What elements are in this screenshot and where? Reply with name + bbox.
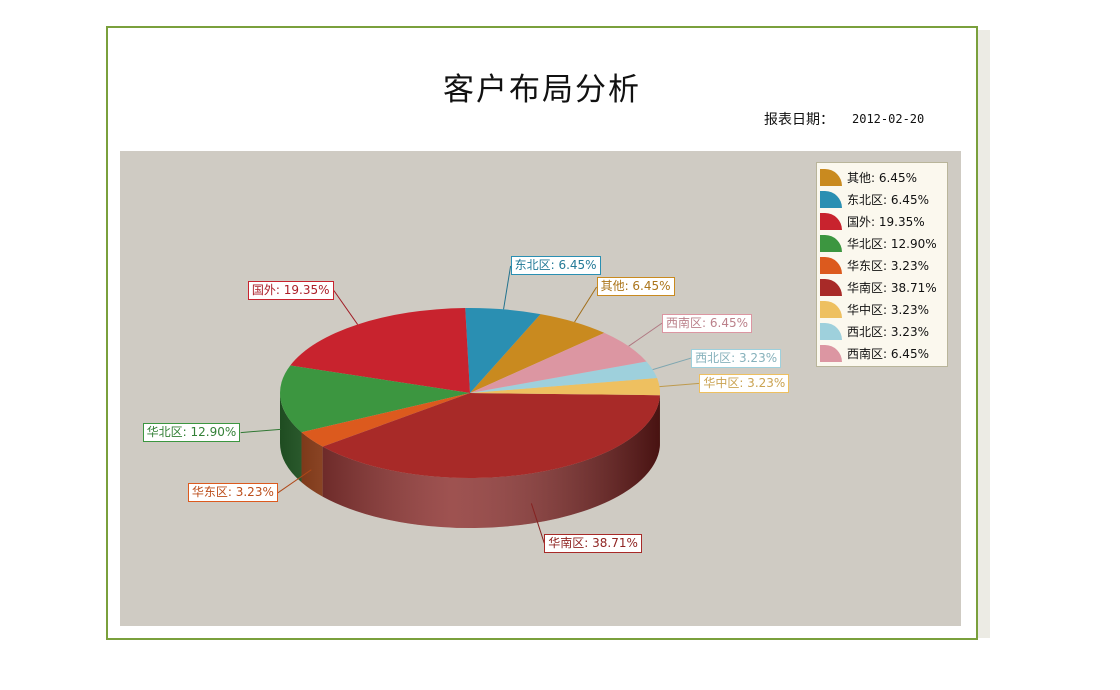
legend-item: 华东区: 3.23% — [820, 255, 929, 275]
legend-item: 华北区: 12.90% — [820, 233, 937, 253]
leader-line — [628, 322, 663, 347]
slice-label: 西北区: 3.23% — [691, 348, 782, 368]
leader-line — [503, 265, 512, 310]
slice-label: 华南区: 38.71% — [544, 533, 642, 553]
leader-line — [659, 382, 700, 388]
legend-item: 西南区: 6.45% — [820, 343, 929, 363]
legend-swatch — [820, 344, 842, 362]
legend-swatch — [820, 300, 842, 318]
pie-slice-西南区 — [470, 332, 647, 393]
legend-swatch — [820, 322, 842, 340]
legend-swatch — [820, 278, 842, 296]
legend-item: 东北区: 6.45% — [820, 189, 929, 209]
legend-swatch — [820, 256, 842, 274]
pie-slice-西北区 — [470, 361, 658, 393]
pie-slice-其他 — [470, 314, 605, 393]
leader-line — [277, 469, 312, 494]
legend-item: 国外: 19.35% — [820, 211, 925, 231]
slice-label: 国外: 19.35% — [247, 281, 334, 301]
report-shadow — [978, 30, 990, 638]
legend-swatch — [820, 190, 842, 208]
leader-line — [530, 503, 545, 544]
legend-item: 其他: 6.45% — [820, 167, 917, 187]
chart-area: 其他: 6.45% 东北区: 6.45% 国外: 19.35% 华北区: 12.90%… — [120, 151, 961, 626]
pie-slice-国外 — [290, 308, 470, 393]
legend-label: 西北区: 3.23% — [847, 324, 929, 339]
slice-label: 西南区: 6.45% — [662, 313, 753, 333]
legend-item: 西北区: 3.23% — [820, 321, 929, 341]
legend-label: 华东区: 3.23% — [847, 258, 929, 273]
legend-label: 华中区: 3.23% — [847, 302, 929, 317]
legend-label: 华北区: 12.90% — [847, 236, 937, 251]
legend-label: 其他: 6.45% — [847, 170, 917, 185]
pie-slice-华北区 — [280, 365, 470, 433]
pie-slice-华东区 — [301, 393, 470, 447]
slice-label: 华东区: 3.23% — [187, 483, 278, 503]
leader-line — [652, 357, 692, 371]
pie-wall-shading — [280, 393, 660, 529]
chart-legend: 其他: 6.45% 东北区: 6.45% 国外: 19.35% 华北区: 12.90%… — [816, 162, 948, 367]
report-title: 客户布局分析 — [443, 72, 641, 108]
legend-swatch — [820, 234, 842, 252]
legend-label: 西南区: 6.45% — [847, 346, 929, 361]
legend-label: 华南区: 38.71% — [847, 280, 937, 295]
pie-slice-东北区 — [465, 308, 541, 393]
leader-line — [333, 290, 359, 325]
leader-line — [574, 286, 598, 323]
pie-slice-华中区 — [470, 378, 660, 396]
slice-label: 其他: 6.45% — [596, 277, 675, 297]
report-frame: 客户布局分析 报表日期： 2012-02-20 其他: 6.45% 东北区: 6.… — [106, 26, 978, 640]
legend-swatch — [820, 168, 842, 186]
legend-label: 国外: 19.35% — [847, 214, 925, 229]
slice-label: 华中区: 3.23% — [699, 373, 790, 393]
slice-label: 华北区: 12.90% — [142, 423, 241, 443]
report-date-label: 报表日期： — [764, 112, 834, 128]
legend-item: 华中区: 3.23% — [820, 299, 929, 319]
report-date-value: 2012-02-20 — [852, 112, 925, 126]
pie-chart — [240, 265, 700, 544]
legend-label: 东北区: 6.45% — [847, 192, 929, 207]
legend-item: 华南区: 38.71% — [820, 277, 937, 297]
leader-line — [240, 428, 281, 434]
slice-label: 东北区: 6.45% — [510, 256, 601, 276]
pie-slice-华南区 — [322, 393, 660, 478]
legend-swatch — [820, 212, 842, 230]
